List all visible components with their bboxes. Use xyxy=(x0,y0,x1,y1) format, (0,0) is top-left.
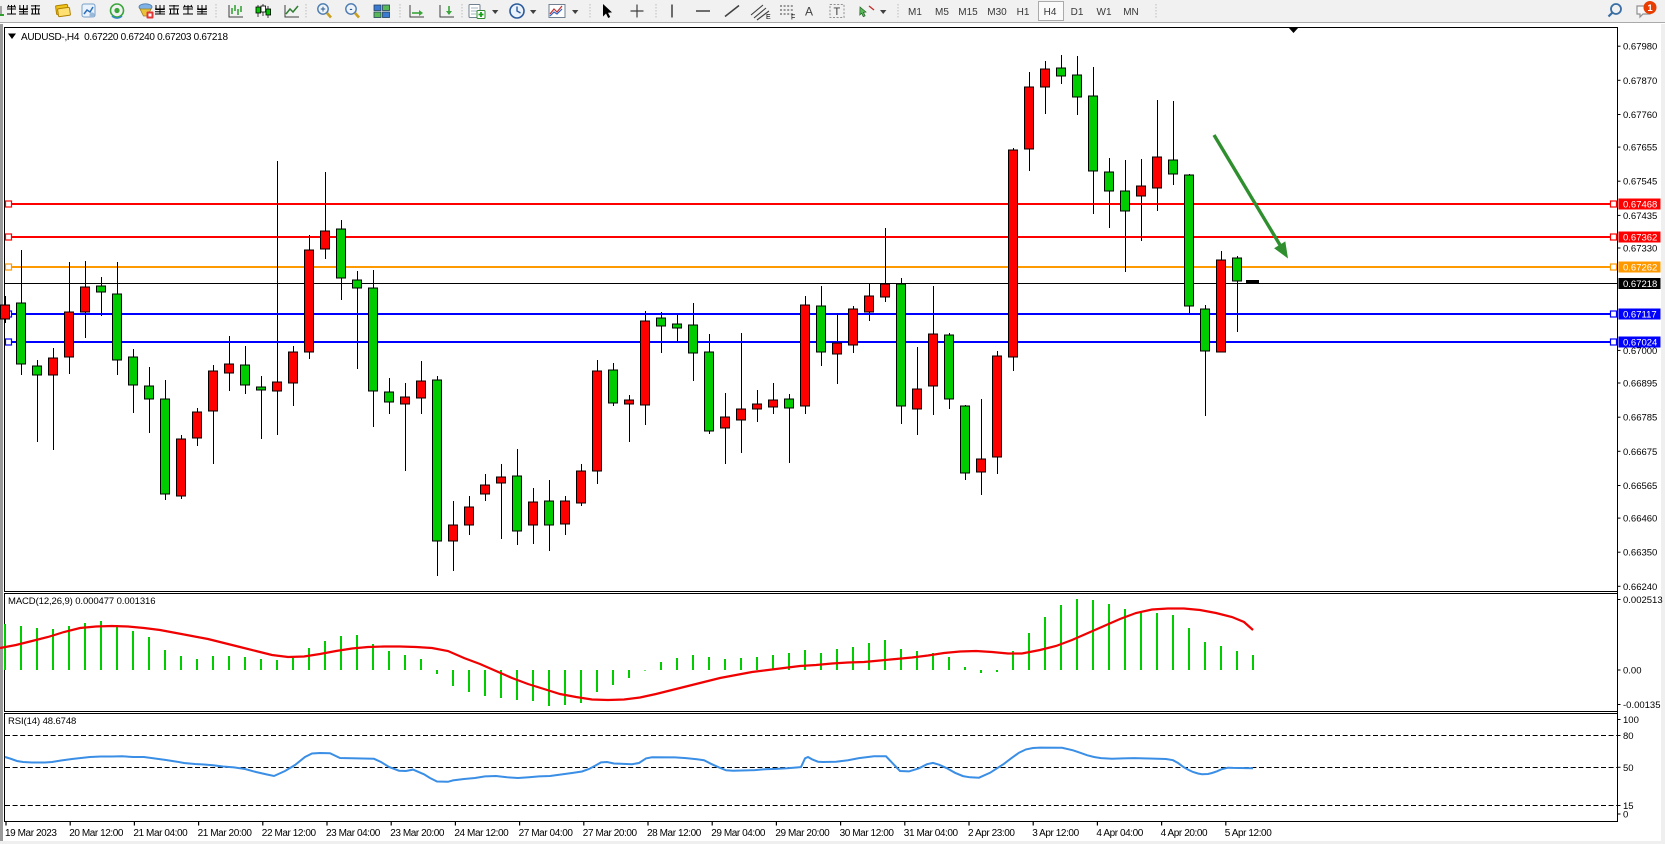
svg-text:M30: M30 xyxy=(987,7,1007,18)
svg-text:20 Mar 12:00: 20 Mar 12:00 xyxy=(69,828,124,839)
svg-text:0.67262: 0.67262 xyxy=(1623,263,1657,274)
svg-text:0.66460: 0.66460 xyxy=(1623,514,1657,525)
svg-text:0.67655: 0.67655 xyxy=(1623,143,1657,154)
svg-text:-: - xyxy=(350,4,353,14)
svg-text:0.66240: 0.66240 xyxy=(1623,582,1657,593)
svg-text:0.67024: 0.67024 xyxy=(1623,338,1657,349)
svg-text:H4: H4 xyxy=(1044,7,1057,18)
svg-text:19 Mar 2023: 19 Mar 2023 xyxy=(5,828,57,839)
svg-text:15: 15 xyxy=(1623,801,1634,812)
svg-text:M5: M5 xyxy=(935,7,949,18)
svg-text:0.66785: 0.66785 xyxy=(1623,413,1657,424)
svg-text:F: F xyxy=(791,15,795,22)
svg-text:29 Mar 04:00: 29 Mar 04:00 xyxy=(711,828,766,839)
svg-text:AUDUSD-,H4 0.67220 0.67240 0.: AUDUSD-,H4 0.67220 0.67240 0.67203 0.672… xyxy=(21,32,228,43)
svg-text:E: E xyxy=(766,14,771,21)
svg-text:1: 1 xyxy=(1647,3,1653,14)
svg-text:D1: D1 xyxy=(1071,7,1084,18)
svg-text:0.66565: 0.66565 xyxy=(1623,481,1657,492)
svg-text:0: 0 xyxy=(1623,810,1628,821)
svg-text:MACD(12,26,9) 0.000477 0.00131: MACD(12,26,9) 0.000477 0.001316 xyxy=(8,596,155,607)
svg-text:30 Mar 12:00: 30 Mar 12:00 xyxy=(840,828,895,839)
svg-text:RSI(14) 48.6748: RSI(14) 48.6748 xyxy=(8,716,76,727)
svg-text:MN: MN xyxy=(1123,7,1139,18)
svg-text:+: + xyxy=(320,4,325,14)
svg-text:21 Mar 20:00: 21 Mar 20:00 xyxy=(198,828,253,839)
svg-text:22 Mar 12:00: 22 Mar 12:00 xyxy=(262,828,317,839)
svg-text:0.00: 0.00 xyxy=(1623,666,1642,677)
svg-text:T: T xyxy=(834,6,841,18)
svg-text:H1: H1 xyxy=(1017,7,1030,18)
svg-text:0.67362: 0.67362 xyxy=(1623,233,1657,244)
svg-text:-0.00135: -0.00135 xyxy=(1623,700,1661,711)
svg-text:5 Apr 12:00: 5 Apr 12:00 xyxy=(1225,828,1272,839)
svg-text:21 Mar 04:00: 21 Mar 04:00 xyxy=(133,828,188,839)
svg-text:M1: M1 xyxy=(908,7,922,18)
svg-text:31 Mar 04:00: 31 Mar 04:00 xyxy=(904,828,959,839)
svg-text:24 Mar 12:00: 24 Mar 12:00 xyxy=(454,828,509,839)
svg-text:0.67545: 0.67545 xyxy=(1623,177,1657,188)
svg-text:0.002513: 0.002513 xyxy=(1623,595,1663,606)
svg-text:0.66895: 0.66895 xyxy=(1623,379,1657,390)
svg-text:23 Mar 20:00: 23 Mar 20:00 xyxy=(390,828,445,839)
svg-text:0.67870: 0.67870 xyxy=(1623,76,1657,87)
svg-text:28 Mar 12:00: 28 Mar 12:00 xyxy=(647,828,702,839)
svg-text:2 Apr 23:00: 2 Apr 23:00 xyxy=(968,828,1015,839)
svg-text:27 Mar 04:00: 27 Mar 04:00 xyxy=(519,828,574,839)
svg-text:0.66675: 0.66675 xyxy=(1623,447,1657,458)
svg-text:0.67000: 0.67000 xyxy=(1623,346,1657,357)
svg-text:0.67468: 0.67468 xyxy=(1623,200,1657,211)
svg-text:23 Mar 04:00: 23 Mar 04:00 xyxy=(326,828,381,839)
svg-text:3 Apr 12:00: 3 Apr 12:00 xyxy=(1032,828,1079,839)
svg-text:0.67980: 0.67980 xyxy=(1623,42,1657,53)
svg-text:29 Mar 20:00: 29 Mar 20:00 xyxy=(775,828,830,839)
svg-text:0.67117: 0.67117 xyxy=(1623,310,1657,321)
svg-text:0.66350: 0.66350 xyxy=(1623,548,1657,559)
svg-text:50: 50 xyxy=(1623,763,1634,774)
svg-text:W1: W1 xyxy=(1097,7,1112,18)
svg-text:A: A xyxy=(805,5,813,19)
svg-text:0.67218: 0.67218 xyxy=(1623,279,1657,290)
svg-text:27 Mar 20:00: 27 Mar 20:00 xyxy=(583,828,638,839)
svg-text:4 Apr 04:00: 4 Apr 04:00 xyxy=(1096,828,1143,839)
svg-text:4 Apr 20:00: 4 Apr 20:00 xyxy=(1161,828,1208,839)
svg-text:100: 100 xyxy=(1623,715,1639,726)
svg-text:0.67330: 0.67330 xyxy=(1623,244,1657,255)
svg-text:M15: M15 xyxy=(958,7,978,18)
svg-text:0.67435: 0.67435 xyxy=(1623,211,1657,222)
svg-text:80: 80 xyxy=(1623,731,1634,742)
svg-text:0.67760: 0.67760 xyxy=(1623,110,1657,121)
